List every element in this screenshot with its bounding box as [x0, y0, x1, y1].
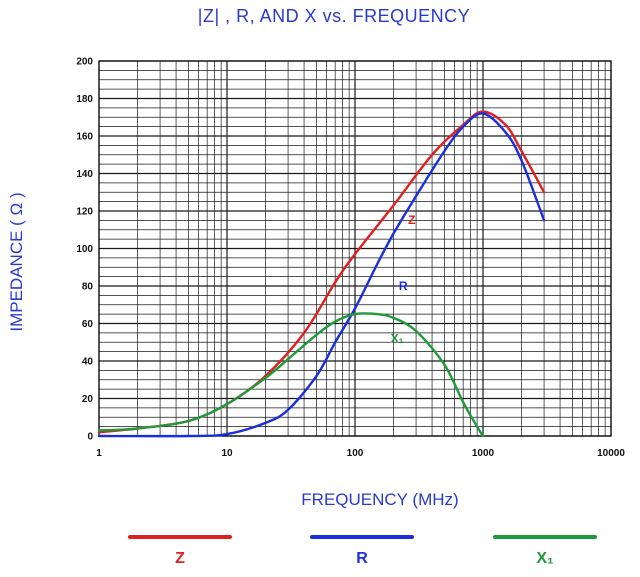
series-inline-label: R — [399, 279, 408, 293]
legend-label: Z — [175, 550, 185, 567]
x-tick-label: 1 — [96, 448, 102, 459]
series-inline-label: X₁ — [391, 331, 404, 345]
chart-title: |Z| , R, AND X vs. FREQUENCY — [198, 6, 470, 26]
y-tick-label: 40 — [82, 357, 94, 368]
x-tick-label: 10000 — [597, 448, 625, 459]
series-line-r — [97, 112, 546, 438]
y-tick-label: 0 — [87, 432, 93, 443]
plot-area: 0 20 40 60 80 100 120 140 160 180 200 1 10 100 1000 100… — [76, 57, 625, 460]
y-tick-label: 160 — [76, 132, 93, 143]
y-axis-label: IMPEDANCE ( Ω ) — [7, 192, 26, 331]
x-axis-label: FREQUENCY (MHz) — [301, 490, 458, 509]
y-tick-label: 120 — [76, 207, 93, 218]
series-inline-label: Z — [408, 213, 415, 227]
y-tick-label: 180 — [76, 94, 93, 105]
legend-label: X₁ — [536, 550, 554, 567]
series-line-x1 — [97, 312, 485, 438]
y-tick-label: 20 — [82, 394, 94, 405]
legend: Z R X₁ — [128, 535, 597, 567]
x-tick-label: 1000 — [472, 448, 495, 459]
y-tick-label: 100 — [76, 244, 93, 255]
y-tick-label: 140 — [76, 169, 93, 180]
y-tick-label: 60 — [82, 319, 94, 330]
x-tick-label: 10 — [221, 448, 233, 459]
y-tick-label: 80 — [82, 282, 94, 293]
x-tick-label: 100 — [347, 448, 364, 459]
legend-label: R — [356, 550, 368, 567]
plot-frame — [98, 60, 612, 437]
y-tick-label: 200 — [76, 57, 93, 68]
